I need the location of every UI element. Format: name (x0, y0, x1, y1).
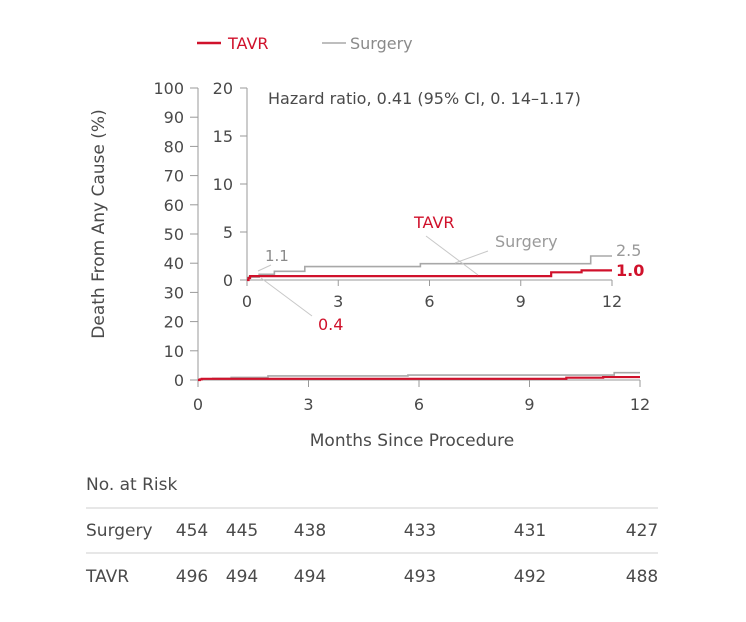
main-y-tick-label: 10 (164, 342, 184, 361)
risk-cell: 431 (514, 521, 546, 541)
main-y-tick-label: 0 (174, 371, 184, 390)
x-axis-title: Months Since Procedure (310, 431, 514, 451)
inset-series-tavr (247, 269, 612, 282)
inset-x-tick-label: 12 (602, 292, 622, 311)
main-y-tick-label: 100 (153, 79, 184, 98)
risk-table-title: No. at Risk (86, 475, 178, 495)
hazard-ratio-text: Hazard ratio, 0.41 (95% CI, 0. 14–1.17) (268, 89, 581, 108)
main-x-tick-label: 6 (414, 395, 424, 414)
inset-x-tick-label: 9 (516, 292, 526, 311)
main-x-tick-label: 9 (524, 395, 534, 414)
risk-cell: 494 (294, 567, 326, 587)
risk-row-label-surgery: Surgery (86, 521, 153, 541)
surgery-end-value: 2.5 (616, 241, 641, 260)
tavr-start-leader (260, 277, 313, 317)
tavr-start-value: 0.4 (318, 315, 343, 334)
surgery-start-value: 1.1 (265, 247, 289, 265)
inset-axes: 0 5 10 15 20 0 3 6 9 12 (213, 79, 623, 311)
main-y-tick-label: 40 (164, 254, 184, 273)
surgery-curve-label: Surgery (495, 232, 558, 251)
legend-tavr-label: TAVR (227, 34, 269, 53)
inset-y-tick-label: 5 (223, 223, 233, 242)
main-y-tick-label: 90 (164, 108, 184, 127)
main-series (198, 371, 640, 382)
risk-cell: 445 (226, 521, 258, 541)
risk-cell: 433 (404, 521, 436, 541)
risk-cell: 496 (176, 567, 208, 587)
main-series-tavr (198, 375, 640, 382)
legend-surgery-label: Surgery (350, 34, 413, 53)
inset-y-tick-label: 20 (213, 79, 233, 98)
main-x-tick-label: 12 (630, 395, 650, 414)
main-y-tick-label: 80 (164, 137, 184, 156)
inset-y-tick-label: 10 (213, 175, 233, 194)
inset-annotations: Hazard ratio, 0.41 (95% CI, 0. 14–1.17) T… (257, 89, 644, 334)
inset-y-tick-label: 15 (213, 127, 233, 146)
main-x-tick-label: 3 (303, 395, 313, 414)
inset-x-tick-label: 0 (242, 292, 252, 311)
main-y-tick-label: 60 (164, 196, 184, 215)
inset-x-tick-label: 3 (333, 292, 343, 311)
surgery-start-leader (257, 264, 272, 272)
tavr-curve-label: TAVR (413, 213, 455, 232)
risk-cell: 454 (176, 521, 208, 541)
tavr-label-leader (425, 235, 479, 276)
main-y-tick-label: 70 (164, 167, 184, 186)
main-y-tick-label: 20 (164, 313, 184, 332)
risk-cell: 493 (404, 567, 436, 587)
risk-table: No. at Risk Surgery 454 445 438 433 431 427 TAVR… (85, 475, 658, 587)
surgery-label-leader (454, 250, 489, 264)
risk-cell: 488 (626, 567, 658, 587)
risk-cell: 494 (226, 567, 258, 587)
inset-y-tick-label: 0 (223, 271, 233, 290)
main-y-tick-label: 30 (164, 283, 184, 302)
main-y-tick-label: 50 (164, 225, 184, 244)
inset-x-tick-label: 6 (424, 292, 434, 311)
tavr-end-value: 1.0 (616, 261, 644, 280)
legend: TAVR Surgery (197, 34, 413, 53)
risk-row-label-tavr: TAVR (85, 567, 129, 587)
risk-cell: 492 (514, 567, 546, 587)
risk-cell: 438 (294, 521, 326, 541)
risk-cell: 427 (626, 521, 658, 541)
inset-series (247, 255, 612, 282)
y-axis-title: Death From Any Cause (%) (89, 109, 109, 338)
main-x-tick-label: 0 (193, 395, 203, 414)
